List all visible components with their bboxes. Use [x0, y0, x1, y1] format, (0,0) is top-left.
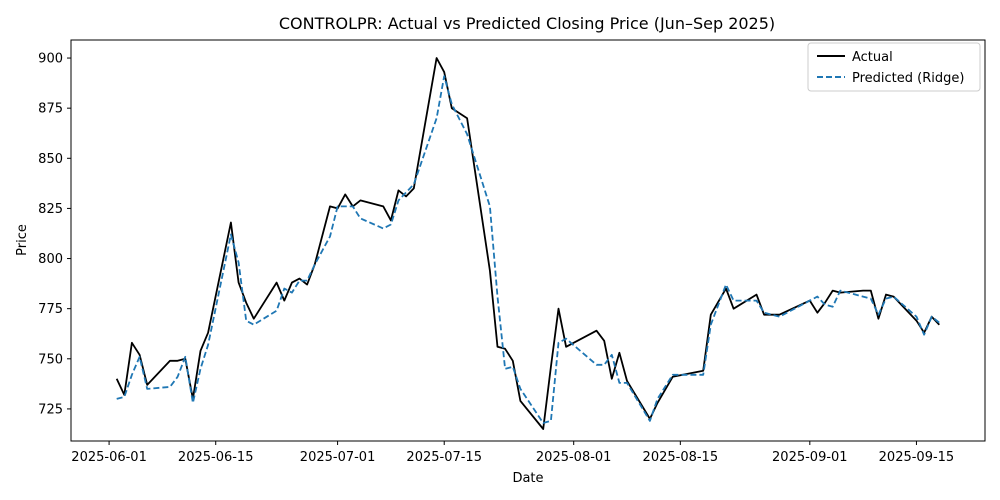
y-tick-label: 775	[38, 302, 63, 317]
y-tick-label: 850	[38, 152, 63, 167]
legend: Actual Predicted (Ridge)	[807, 42, 981, 92]
y-tick-label: 900	[38, 52, 63, 67]
x-tick-label: 2025-09-15	[879, 450, 955, 465]
series-line-actual	[115, 57, 940, 430]
x-tick-label: 2025-06-01	[71, 450, 147, 465]
legend-label-predicted: Predicted (Ridge)	[852, 71, 964, 86]
plot-area	[115, 57, 940, 430]
legend-box	[807, 42, 981, 92]
plot-frame	[70, 39, 986, 442]
x-tick-label: 2025-07-01	[300, 450, 376, 465]
y-tick-label: 875	[38, 102, 63, 117]
y-tick-label: 725	[38, 402, 63, 417]
y-tick-label: 800	[38, 252, 63, 267]
x-tick-label: 2025-08-15	[643, 450, 719, 465]
x-tick-label: 2025-09-01	[772, 450, 848, 465]
y-tick-label: 825	[38, 202, 63, 217]
y-axis-label: Price	[15, 224, 30, 256]
x-tick-label: 2025-07-15	[406, 450, 482, 465]
y-tick-label: 750	[38, 352, 63, 367]
x-axis: 2025-06-01 2025-06-15 2025-07-01 2025-07-15…	[71, 441, 954, 465]
x-tick-label: 2025-08-01	[536, 450, 612, 465]
legend-label-actual: Actual	[852, 50, 893, 65]
x-axis-label: Date	[512, 471, 543, 486]
x-tick-label: 2025-06-15	[178, 450, 254, 465]
y-axis: 725 750 775 800 825 850 875 900	[38, 52, 71, 417]
chart-title: CONTROLPR: Actual vs Predicted Closing P…	[279, 14, 775, 33]
series-line-predicted	[116, 75, 940, 424]
